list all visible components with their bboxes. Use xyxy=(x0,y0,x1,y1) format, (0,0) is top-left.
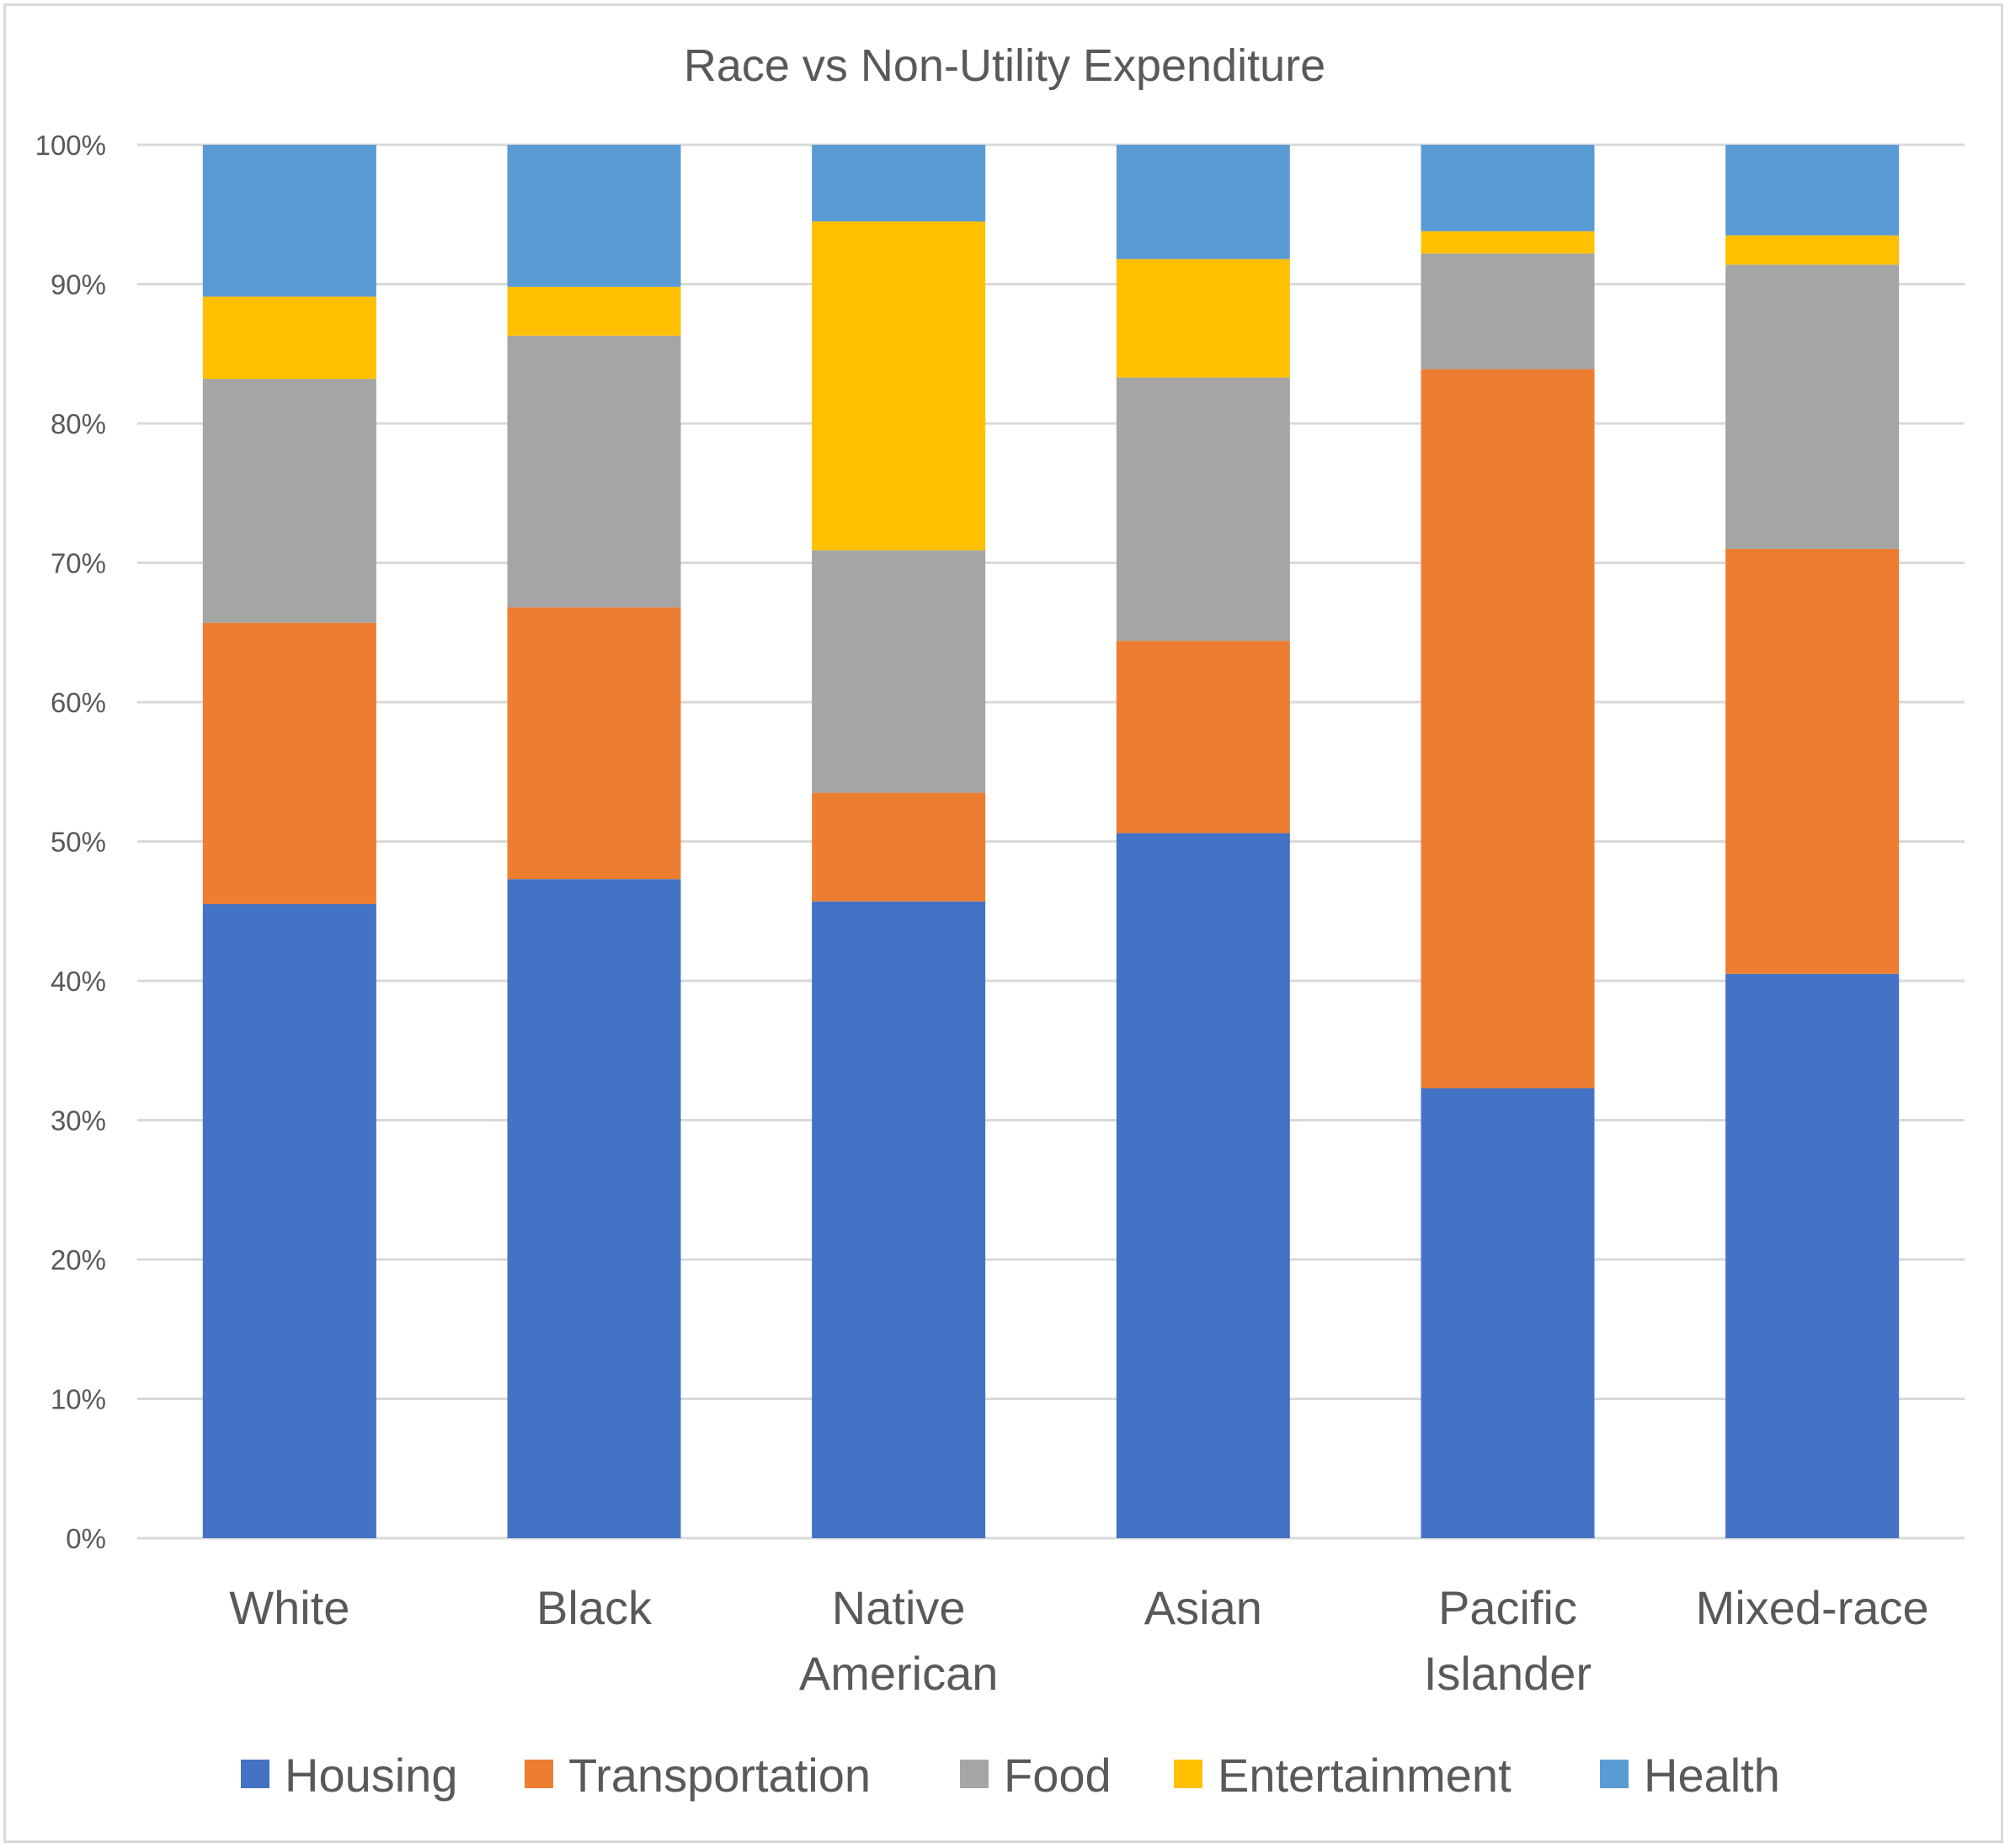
bar-segment-entertainment xyxy=(1421,231,1595,254)
bars xyxy=(202,145,1900,1538)
y-tick-label: 20% xyxy=(51,1244,106,1275)
bar-segment-food xyxy=(507,335,681,608)
legend-item-transportation: Transportation xyxy=(525,1749,871,1802)
bar-segment-entertainment xyxy=(507,286,681,336)
bar-segment-food xyxy=(202,379,376,623)
y-tick-label: 30% xyxy=(51,1105,106,1137)
bar-segment-health xyxy=(202,145,376,297)
bar-segment-housing xyxy=(202,903,376,1538)
bar-segment-transportation xyxy=(1116,641,1290,833)
bar-segment-food xyxy=(1421,253,1595,370)
bar-segment-food xyxy=(812,550,986,793)
x-category-label: Asian xyxy=(1144,1581,1262,1634)
legend-item-entertainment: Entertainment xyxy=(1174,1749,1511,1802)
bar-stack xyxy=(1725,145,1900,1538)
x-category-label: Mixed-race xyxy=(1696,1581,1929,1634)
legend-item-food: Food xyxy=(960,1749,1112,1802)
x-category-label: Islander xyxy=(1424,1647,1591,1700)
legend-item-housing: Housing xyxy=(241,1749,457,1802)
bar-segment-food xyxy=(1116,377,1290,642)
bar-stack xyxy=(1116,145,1290,1538)
legend-swatch xyxy=(1600,1760,1629,1788)
legend-label: Food xyxy=(1004,1749,1112,1802)
bar-stack xyxy=(812,145,986,1538)
legend-label: Entertainment xyxy=(1218,1749,1511,1802)
bar-segment-health xyxy=(812,145,986,222)
bar-segment-transportation xyxy=(812,792,986,902)
x-category-label: White xyxy=(229,1581,349,1634)
bar-segment-transportation xyxy=(1725,548,1900,974)
legend-swatch xyxy=(960,1760,989,1788)
legend-swatch xyxy=(525,1760,553,1788)
x-axis-categories: White Black Native American Asian Pacific Isla… xyxy=(229,1581,1928,1700)
bar-segment-transportation xyxy=(507,607,681,880)
bar-segment-health xyxy=(507,145,681,287)
legend: Housing Transportation Food Entertainment He… xyxy=(241,1749,1780,1802)
x-category-label: Black xyxy=(536,1581,653,1634)
legend-item-health: Health xyxy=(1600,1749,1780,1802)
bar-segment-entertainment xyxy=(1116,258,1290,378)
y-tick-label: 0% xyxy=(66,1523,106,1554)
bar-stack xyxy=(1421,145,1595,1538)
legend-swatch xyxy=(1174,1760,1202,1788)
legend-label: Health xyxy=(1644,1749,1780,1802)
gridlines xyxy=(137,143,1965,1540)
y-tick-label: 40% xyxy=(51,966,106,997)
bar-segment-transportation xyxy=(202,622,376,904)
bar-segment-health xyxy=(1725,145,1900,236)
y-tick-label: 100% xyxy=(35,130,106,161)
bar-segment-housing xyxy=(1421,1088,1595,1538)
legend-swatch xyxy=(241,1760,269,1788)
y-tick-label: 90% xyxy=(51,269,106,301)
bar-segment-housing xyxy=(1116,833,1290,1538)
bar-segment-health xyxy=(1421,145,1595,232)
y-tick-label: 60% xyxy=(51,687,106,718)
y-tick-label: 50% xyxy=(51,827,106,858)
y-tick-label: 70% xyxy=(51,548,106,579)
bar-segment-health xyxy=(1116,145,1290,259)
bar-segment-food xyxy=(1725,264,1900,549)
y-tick-label: 10% xyxy=(51,1384,106,1415)
bar-segment-housing xyxy=(812,901,986,1538)
x-category-label: Pacific xyxy=(1438,1581,1577,1634)
chart-title: Race vs Non-Utility Expenditure xyxy=(684,40,1325,91)
bar-segment-entertainment xyxy=(812,221,986,551)
bar-stack xyxy=(202,145,376,1538)
bar-segment-housing xyxy=(1725,973,1900,1538)
bar-segment-entertainment xyxy=(1725,235,1900,265)
bar-segment-housing xyxy=(507,879,681,1538)
legend-label: Housing xyxy=(285,1749,457,1802)
bar-segment-transportation xyxy=(1421,369,1595,1089)
legend-label: Transportation xyxy=(568,1749,871,1802)
y-tick-label: 80% xyxy=(51,408,106,439)
bar-segment-entertainment xyxy=(202,296,376,380)
bar-stack xyxy=(507,145,681,1538)
x-category-label: American xyxy=(799,1647,999,1700)
y-axis-ticks: 0% 10% 20% 30% 40% 50% 60% 70% 80% 90% 100% xyxy=(35,130,106,1554)
x-category-label: Native xyxy=(832,1581,966,1634)
